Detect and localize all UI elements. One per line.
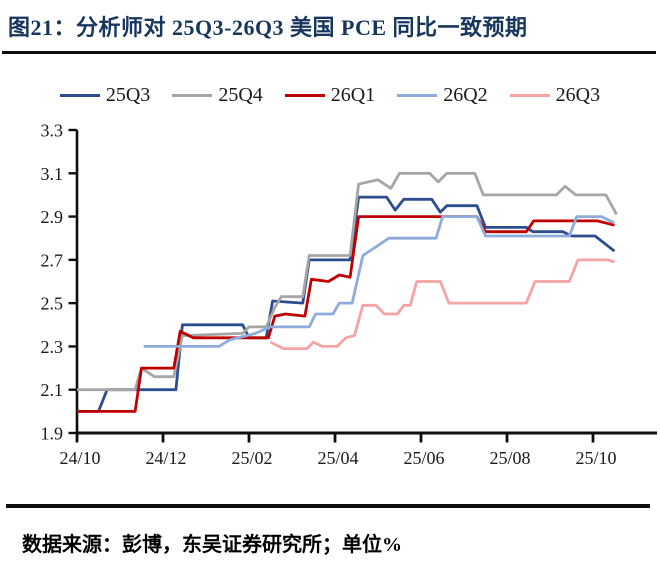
y-tick-label: 2.9: [41, 207, 64, 227]
y-tick-label: 2.1: [41, 380, 64, 400]
x-tick-label: 25/08: [489, 448, 530, 468]
series-line-25Q3: [77, 195, 616, 413]
legend-label: 26Q1: [330, 84, 376, 106]
legend-item-26Q3: 26Q3: [509, 84, 601, 107]
legend-swatch-icon: [59, 94, 100, 97]
y-tick-label: 3.3: [41, 121, 64, 141]
chart-legend: 25Q3 25Q4 26Q1 26Q2 26Q3: [0, 84, 660, 107]
y-tick-label: 2.7: [41, 250, 64, 270]
legend-item-26Q1: 26Q1: [284, 84, 376, 107]
x-tick-label: 25/02: [231, 448, 272, 468]
x-tick-label: 25/10: [575, 448, 616, 468]
series-line-26Q1: [77, 215, 615, 413]
series-line-26Q3: [269, 258, 615, 351]
y-tick-label: 2.3: [41, 337, 64, 357]
x-tick-label: 24/10: [59, 448, 100, 468]
legend-label: 26Q2: [443, 84, 488, 106]
x-tick-label: 25/04: [317, 448, 358, 468]
legend-label: 25Q3: [105, 84, 151, 106]
legend-label: 26Q3: [555, 84, 601, 106]
data-source-note: 数据来源：彭博，东吴证券研究所；单位%: [22, 534, 402, 556]
y-tick-label: 2.5: [41, 294, 64, 314]
footer-divider: [6, 504, 650, 508]
series-line-25Q4: [77, 171, 618, 392]
chart-title: 图21：分析师对 25Q3-26Q3 美国 PCE 同比一致预期: [8, 15, 528, 40]
y-tick-label: 1.9: [41, 424, 64, 444]
legend-item-26Q2: 26Q2: [397, 84, 488, 107]
x-tick-label: 25/06: [403, 448, 444, 468]
legend-swatch-icon: [509, 94, 550, 97]
legend-swatch-icon: [397, 94, 438, 97]
y-tick-label: 3.1: [41, 164, 64, 184]
x-tick-label: 24/12: [145, 448, 186, 468]
title-divider: [2, 51, 656, 54]
line-chart: 1.9 2.1 2.3 2.5 2.7 2.9 3.1 3.3 24/10 24/12 25/02 2…: [41, 121, 657, 468]
legend-swatch-icon: [172, 94, 213, 97]
legend-item-25Q3: 25Q3: [59, 84, 151, 107]
series-line-26Q2: [143, 215, 616, 348]
legend-swatch-icon: [284, 94, 325, 97]
legend-item-25Q4: 25Q4: [172, 84, 263, 107]
legend-label: 25Q4: [218, 84, 263, 106]
